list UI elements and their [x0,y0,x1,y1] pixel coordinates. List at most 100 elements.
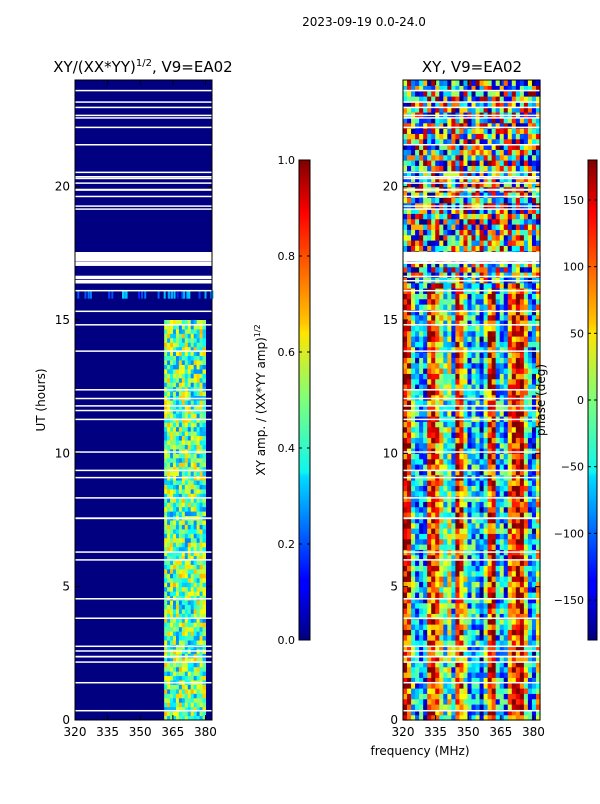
phase-cell [472,560,477,566]
phase-cell [512,336,517,342]
phase-cell [504,357,509,363]
phase-cell [508,693,513,699]
phase-cell [423,352,428,358]
phase-cell [427,533,432,539]
phase-cell [496,197,501,203]
phase-cell [411,181,416,187]
phase-cell [496,213,501,219]
phase-cell [431,213,436,219]
phase-cell [435,304,440,310]
phase-cell [439,608,444,614]
phase-cell [407,304,412,310]
phase-cell [407,533,412,539]
phase-cell [427,293,432,299]
phase-cell [427,587,432,593]
phase-cell [512,544,517,550]
phase-cell [467,491,472,497]
amplitude-cell [188,444,191,449]
phase-cell [427,283,432,289]
amplitude-cell [164,684,167,689]
phase-cell [520,293,525,299]
amplitude-cell [170,462,173,467]
phase-cell [496,480,501,486]
amplitude-cell [173,458,176,463]
amplitude-cell [164,440,167,445]
phase-cell [516,240,521,246]
amplitude-cell [167,564,170,569]
amplitude-cell [164,458,167,463]
amplitude-cell [197,662,200,667]
phase-cell [504,624,509,630]
amplitude-cell [194,471,197,476]
phase-cell [488,443,493,449]
phase-cell [455,699,460,705]
phase-cell [427,491,432,497]
phase-cell [415,683,420,689]
phase-cell [435,411,440,417]
phase-cell [447,181,452,187]
amplitude-gap [75,127,212,128]
phase-cell [480,539,485,545]
phase-cell [407,528,412,534]
phase-cell [411,539,416,545]
phase-cell [520,533,525,539]
amplitude-cell [185,342,188,347]
amplitude-cell [164,373,167,378]
phase-cell [431,427,436,433]
amplitude-cell [191,578,194,583]
phase-cell [435,331,440,337]
phase-cell [496,155,501,161]
amplitude-cell [203,600,206,605]
phase-cell [492,635,497,641]
phase-cell [520,421,525,427]
phase-cell [528,245,533,251]
phase-cell [524,165,529,171]
phase-cell [532,229,537,235]
amplitude-cell [197,569,200,574]
phase-cell [496,352,501,358]
amplitude-cell [173,667,176,672]
phase-cell [472,640,477,646]
amplitude-cell [194,667,197,672]
amplitude-cell [164,676,167,681]
amplitude-cell [176,338,179,343]
amplitude-cell [200,533,203,538]
amplitude-cell [194,627,197,632]
phase-cell [435,245,440,251]
phase-cell [512,443,517,449]
amplitude-cell [170,662,173,667]
amplitude-cell [200,573,203,578]
phase-cell [528,560,533,566]
amplitude-cell [188,436,191,441]
phase-cell [508,181,513,187]
phase-cell [419,683,424,689]
phase-cell [427,160,432,166]
amplitude-cell [203,378,206,383]
amplitude-cell [179,676,182,681]
phase-cell [512,581,517,587]
phase-cell [467,624,472,630]
phase-cell [484,683,489,689]
phase-cell [403,693,408,699]
amplitude-cell [182,600,185,605]
phase-cell [480,688,485,694]
phase-cell [415,624,420,630]
phase-cell [435,603,440,609]
amplitude-cell [173,462,176,467]
phase-cell [484,336,489,342]
phase-cell [439,592,444,598]
phase-cell [427,229,432,235]
amplitude-cell [170,636,173,641]
phase-cell [415,640,420,646]
phase-cell [516,368,521,374]
amplitude-cell [179,440,182,445]
phase-cell [512,368,517,374]
amplitude-cell [188,676,191,681]
phase-cell [472,485,477,491]
amplitude-cell [194,582,197,587]
amplitude-cell [176,489,179,494]
phase-cell [447,299,452,305]
phase-cell [443,603,448,609]
phase-cell [451,181,456,187]
phase-cell [447,411,452,417]
